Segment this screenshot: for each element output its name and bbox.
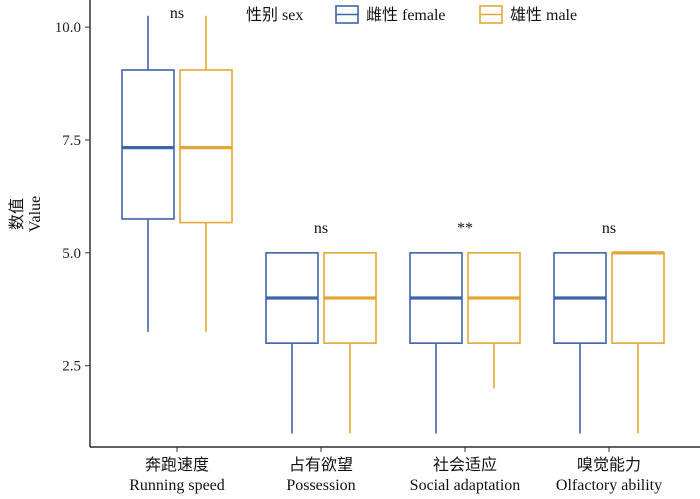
y-axis-label: 数值 Value	[8, 196, 44, 232]
x-category-label-en: Social adaptation	[410, 477, 521, 494]
significance-label: ns	[602, 220, 616, 237]
x-category-label-zh: 嗅觉能力	[577, 456, 641, 474]
legend-title: 性别 sex	[246, 6, 303, 24]
x-category-label-en: Olfactory ability	[556, 477, 662, 494]
x-category-label-en: Running speed	[129, 477, 225, 494]
box-male-4	[611, 251, 665, 434]
legend-label-female: 雌性 female	[366, 6, 446, 24]
x-category-label-zh: 奔跑速度	[145, 456, 209, 474]
legend: 性别 sex 雌性 female 雄性 male	[246, 5, 577, 24]
x-category-label-zh: 占有欲望	[289, 456, 353, 474]
box-female-4	[553, 252, 607, 434]
significance-label: ns	[170, 5, 184, 22]
significance-label: **	[457, 220, 473, 237]
box-female-3	[409, 252, 463, 434]
y-tick-label: 5.0	[62, 246, 81, 262]
x-axis-categories: 奔跑速度 Running speed 占有欲望 Possession 社会适应 Socia…	[129, 455, 662, 494]
y-tick-label: 10.0	[55, 20, 81, 36]
box-female-1	[121, 15, 175, 332]
significance-label: ns	[314, 220, 328, 237]
x-category-label-zh: 社会适应	[433, 455, 497, 474]
y-tick-label: 7.5	[62, 133, 81, 149]
legend-label-male: 雄性 male	[510, 6, 577, 24]
box-female-2	[265, 252, 319, 434]
box-male-3	[467, 252, 521, 389]
box-male-2	[323, 252, 377, 434]
boxes	[121, 15, 665, 434]
x-category-label-en: Possession	[286, 477, 355, 494]
axes: 2.5 5.0 7.5 10.0	[55, 0, 700, 452]
box-iqr	[611, 252, 665, 344]
box-male-1	[179, 15, 233, 332]
box-iqr	[121, 69, 175, 220]
significance-labels: ns ns ** ns	[170, 5, 616, 237]
y-axis-label-en: Value	[27, 196, 44, 232]
y-axis-label-zh: 数值	[8, 198, 26, 230]
y-tick-label: 2.5	[62, 359, 81, 375]
